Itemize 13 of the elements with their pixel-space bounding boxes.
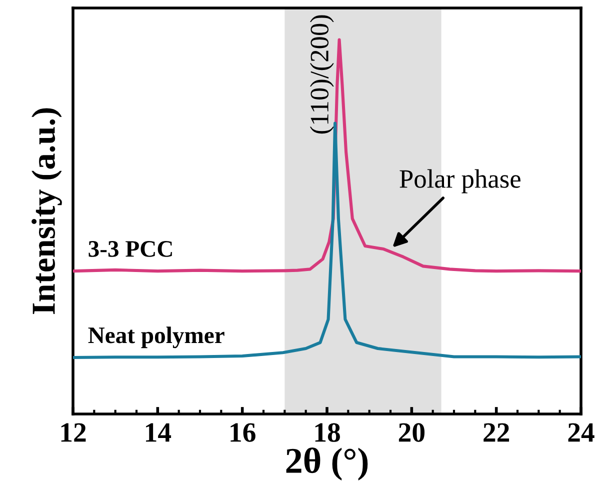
x-tick-label: 22 (484, 423, 510, 442)
x-tick-label: 14 (146, 423, 172, 442)
y-axis-title: Intensity (a.u.) (32, 108, 62, 314)
series-label: Neat polymer (88, 326, 224, 348)
x-tick-label: 24 (568, 423, 594, 442)
x-tick-label: 20 (398, 423, 424, 442)
annotation: Polar phase (400, 169, 520, 194)
x-axis-title: 2θ (°) (286, 448, 368, 480)
x-tick-label: 16 (230, 423, 256, 442)
annotation: (110)/(200) (310, 15, 334, 134)
x-tick-label: 12 (61, 423, 86, 442)
x-tick-label: 18 (315, 423, 340, 442)
series-label: 3-3 PCC (88, 241, 172, 257)
